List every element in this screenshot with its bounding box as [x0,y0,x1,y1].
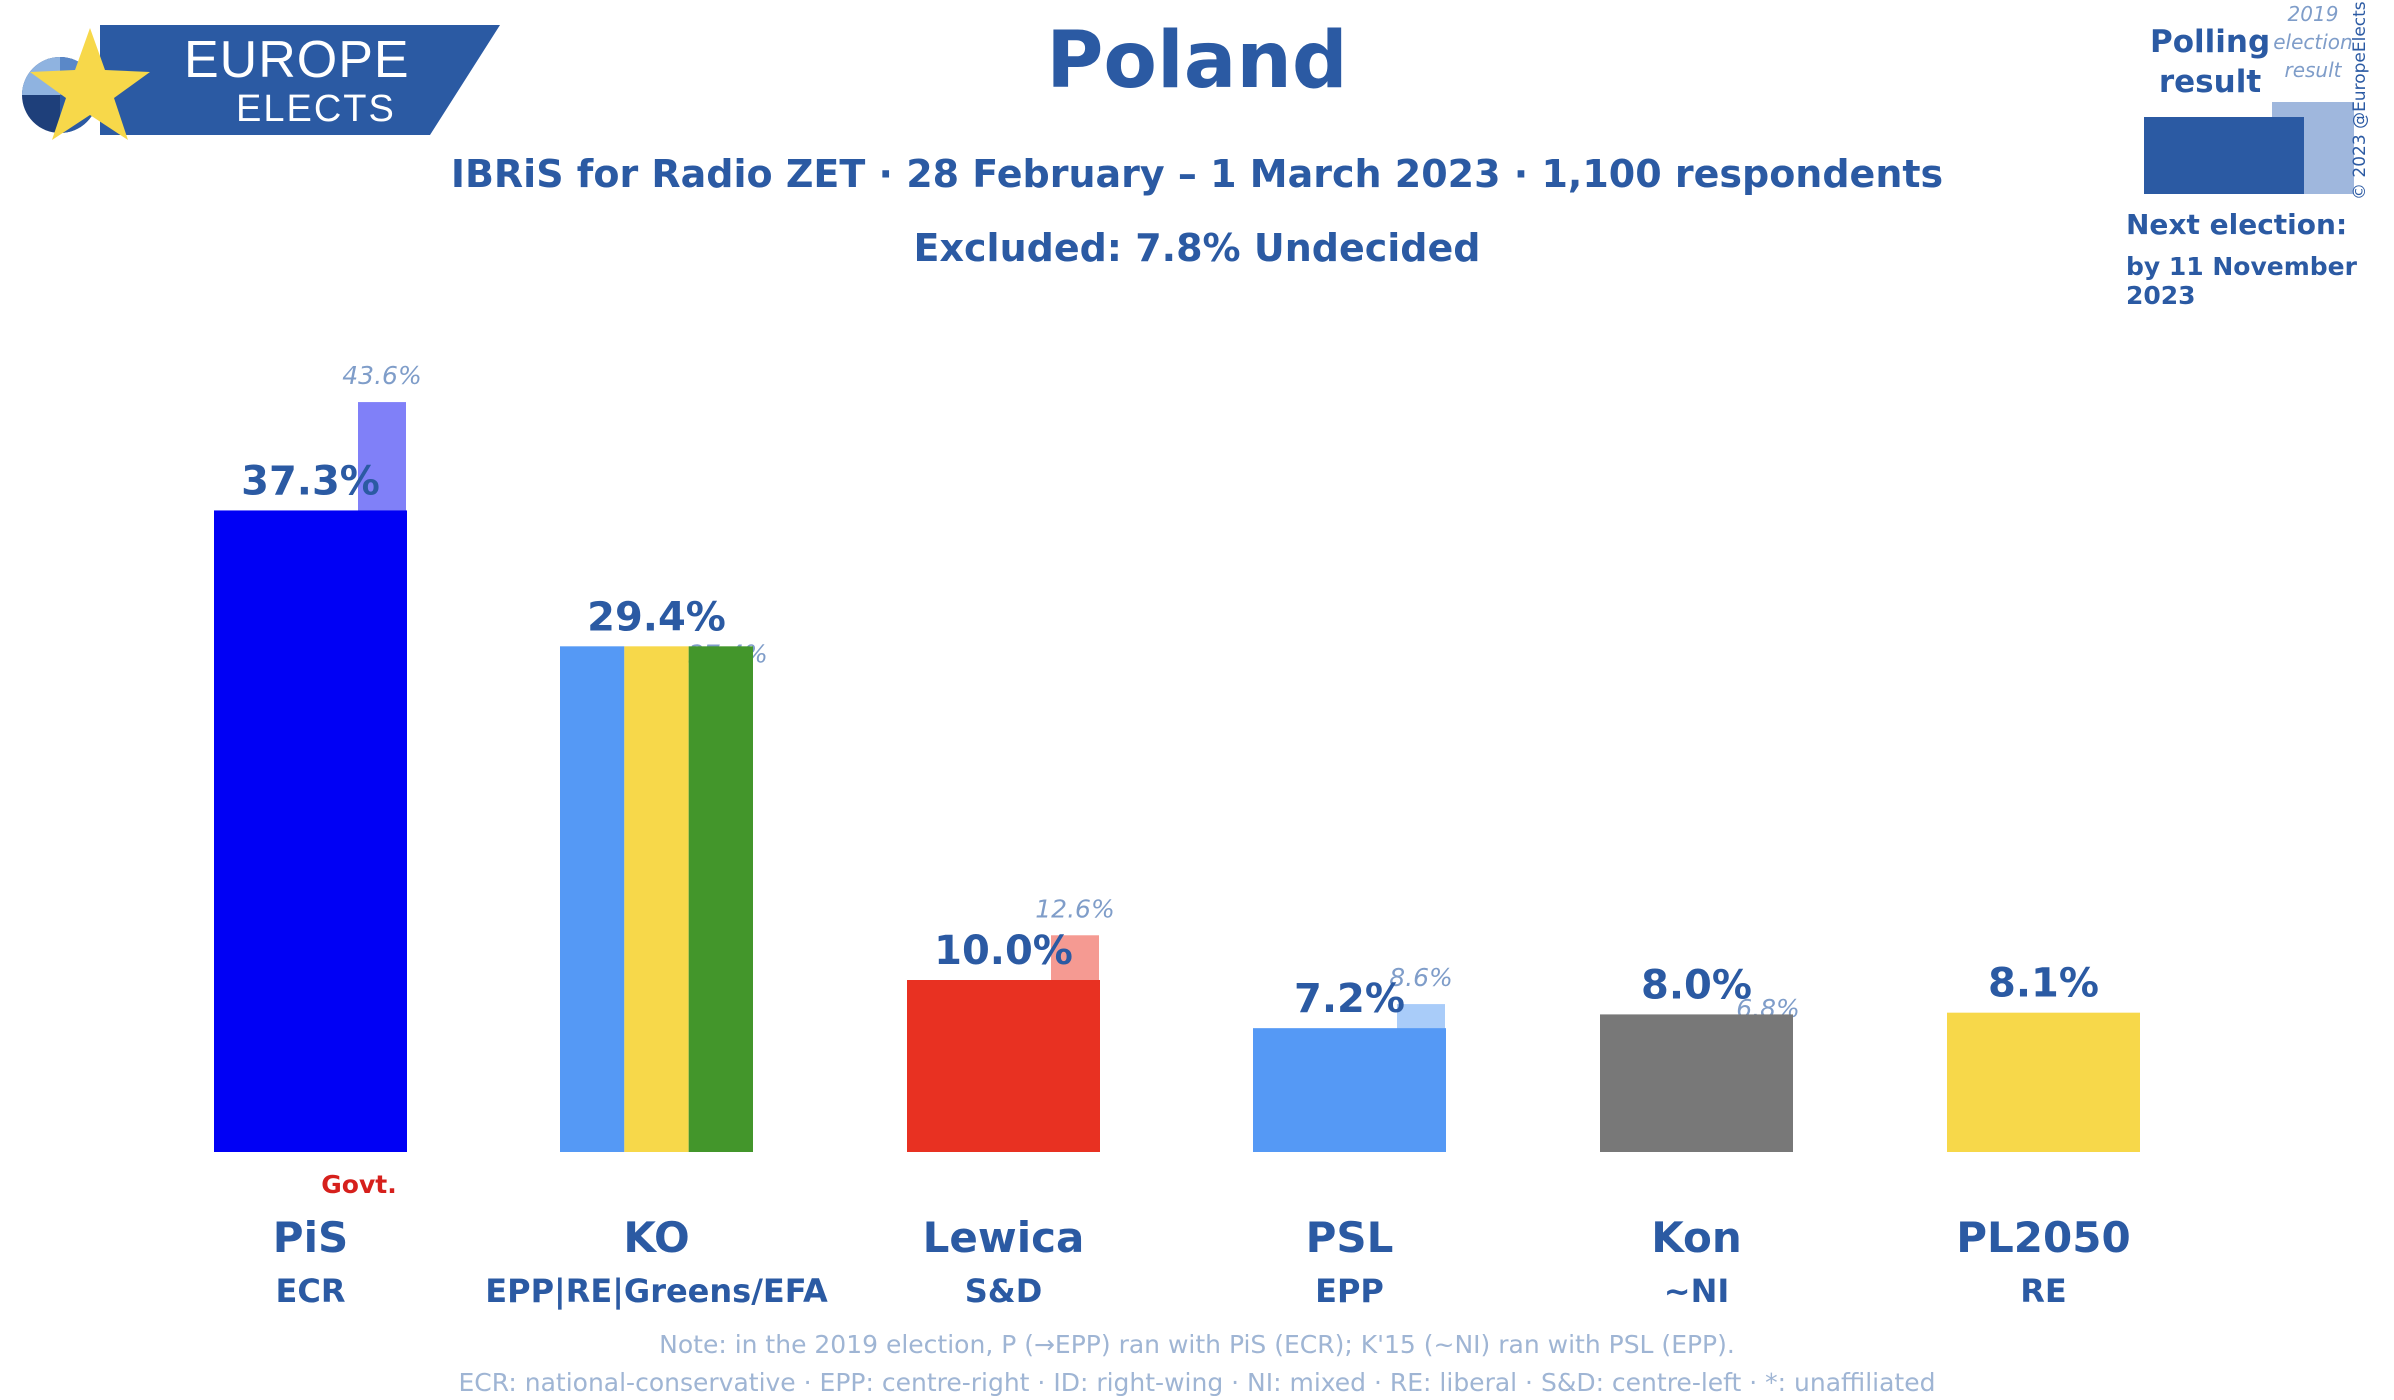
prev-label-lewica: 12.6% [1035,894,1114,923]
poll-bar-lewica [907,980,1100,1152]
group-label-pl2050: RE [2020,1272,2067,1310]
next-election-date: by 11 November 2023 [2126,252,2357,310]
legend-polling-label: Polling result [2150,24,2271,100]
party-label-ko: KO [623,1213,689,1262]
footnote-1: Note: in the 2019 election, P (→EPP) ran… [659,1330,1735,1359]
poll-bar-psl [1253,1028,1446,1152]
legend-previous-label: 2019 election result [2273,2,2353,82]
poll-bar-ko-2 [688,646,753,1152]
poll-label-lewica: 10.0% [934,928,1073,974]
poll-bar-ko-0 [560,646,625,1152]
page-title: Poland [1046,16,1348,106]
poll-subtitle: IBRiS for Radio ZET · 28 February – 1 Ma… [450,152,1944,196]
poll-label-ko: 29.4% [587,594,726,640]
poll-label-kon: 8.0% [1641,962,1752,1008]
prev-label-psl: 8.6% [1389,963,1453,992]
poll-label-pis: 37.3% [241,458,380,504]
group-label-kon: ~NI [1664,1272,1730,1310]
party-label-pl2050: PL2050 [1956,1213,2130,1262]
poll-bar-ko-1 [624,646,689,1152]
brand-line-2: ELECTS [236,88,396,130]
party-label-psl: PSL [1306,1213,1394,1262]
europe-elects-logo [22,25,500,140]
poll-bar-pis [214,510,407,1152]
excluded-note: Excluded: 7.8% Undecided [913,226,1481,270]
prev-label-pis: 43.6% [342,361,421,390]
group-label-lewica: S&D [965,1272,1043,1310]
next-election-label: Next election: [2126,208,2348,241]
govt-label: Govt. [321,1170,396,1199]
party-label-pis: PiS [273,1213,348,1262]
poll-label-psl: 7.2% [1294,976,1405,1022]
group-label-ko: EPP|RE|Greens/EFA [485,1272,828,1311]
poll-bar-pl2050 [1947,1012,2140,1152]
party-label-lewica: Lewica [923,1213,1085,1262]
group-label-pis: ECR [276,1272,346,1310]
group-label-psl: EPP [1315,1272,1384,1310]
poll-label-pl2050: 8.1% [1988,961,2099,1007]
legend-swatches [2144,102,2354,194]
brand-line-1: EUROPE [184,31,410,89]
party-label-kon: Kon [1651,1213,1742,1262]
bar-chart: 43.6%37.3%PiSECRGovt.27.4%29.4%KOEPP|RE|… [214,361,2140,1311]
footnote-2: ECR: national-conservative · EPP: centre… [458,1368,1936,1397]
poll-bar-kon [1600,1014,1793,1152]
